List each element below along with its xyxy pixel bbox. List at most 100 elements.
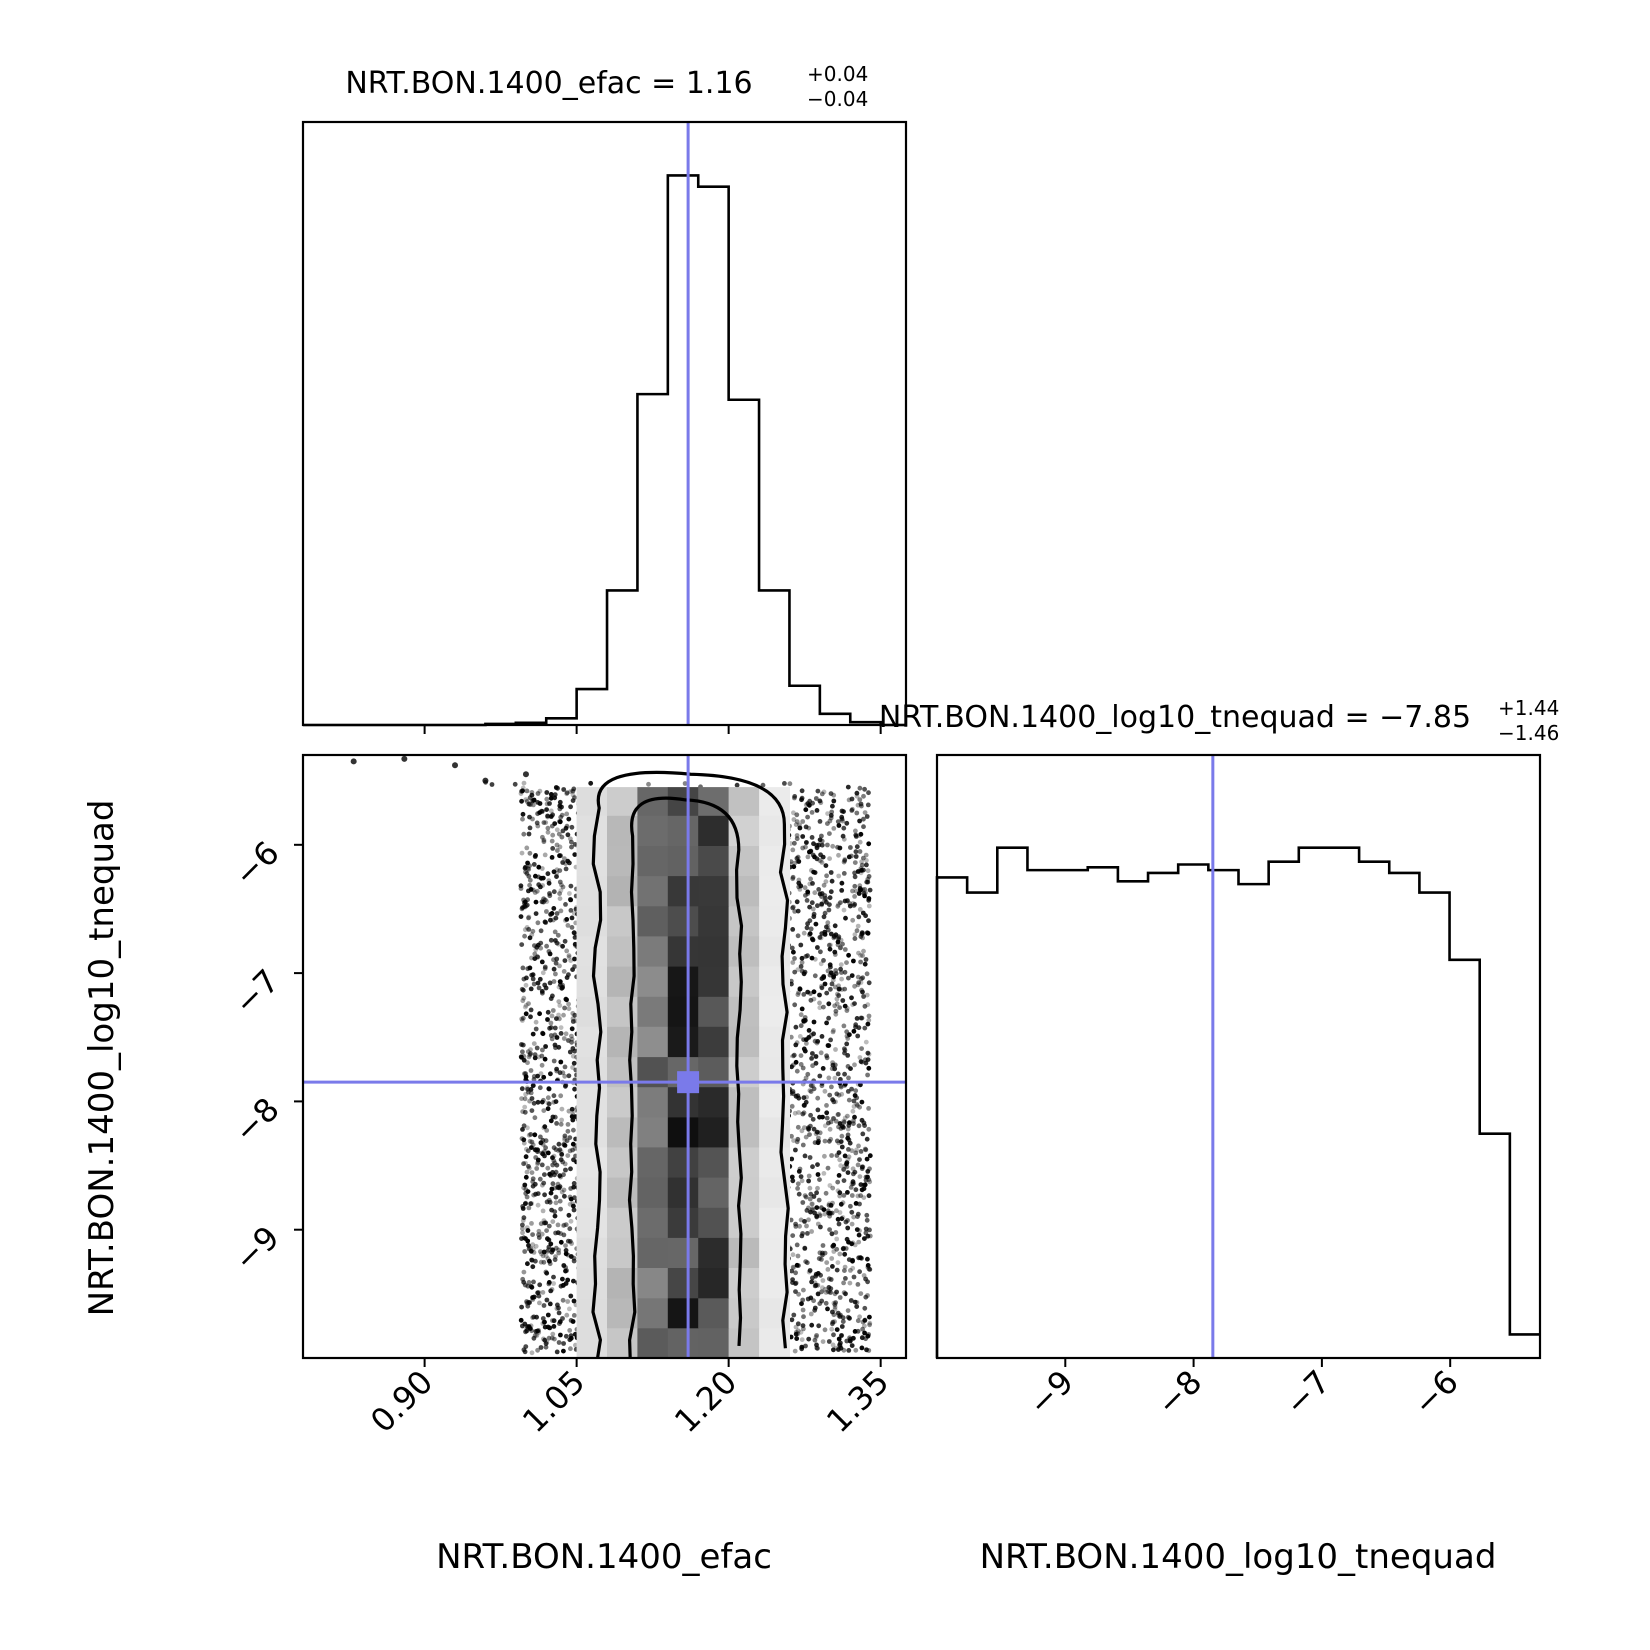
scatter-point xyxy=(552,1257,558,1263)
scatter-point xyxy=(806,1125,811,1131)
scatter-point xyxy=(565,858,571,864)
scatter-point xyxy=(556,1340,562,1345)
scatter-point xyxy=(827,1183,833,1188)
scatter-point xyxy=(804,1208,810,1213)
scatter-point xyxy=(522,771,529,778)
joint-xlabel: NRT.BON.1400_efac xyxy=(436,1537,772,1577)
scatter-point xyxy=(551,906,557,911)
scatter-point xyxy=(518,914,524,919)
scatter-point xyxy=(816,887,822,892)
scatter-point xyxy=(557,891,562,896)
scatter-point xyxy=(790,1252,796,1258)
scatter-point xyxy=(829,1153,834,1158)
scatter-point xyxy=(571,1278,576,1284)
scatter-point xyxy=(799,1178,805,1184)
scatter-point xyxy=(526,866,532,872)
scatter-point xyxy=(558,1239,564,1245)
scatter-point xyxy=(522,1282,528,1288)
scatter-point xyxy=(792,969,798,975)
scatter-point xyxy=(542,1337,548,1343)
scatter-point xyxy=(569,839,574,845)
scatter-point xyxy=(864,1156,870,1162)
scatter-point xyxy=(829,981,835,987)
scatter-point xyxy=(556,999,562,1004)
scatter-point xyxy=(542,982,548,988)
scatter-point xyxy=(844,960,849,965)
scatter-point xyxy=(533,899,539,905)
scatter-point xyxy=(525,1303,531,1309)
scatter-point xyxy=(867,1322,872,1328)
scatter-point xyxy=(537,1085,543,1091)
scatter-point xyxy=(539,1150,545,1156)
scatter-point xyxy=(866,1177,872,1182)
scatter-point xyxy=(520,1323,525,1329)
scatter-point xyxy=(523,1236,528,1241)
scatter-point xyxy=(531,1279,536,1285)
scatter-point xyxy=(862,1057,868,1063)
scatter-point xyxy=(824,1110,830,1116)
scatter-point xyxy=(564,811,570,817)
scatter-point xyxy=(568,1196,574,1202)
scatter-point xyxy=(535,1290,541,1296)
density-cell xyxy=(576,966,608,997)
scatter-point xyxy=(540,1182,545,1188)
scatter-point xyxy=(563,1031,569,1037)
scatter-point xyxy=(530,1264,536,1270)
xtick-label: 1.35 xyxy=(819,1363,896,1440)
scatter-point xyxy=(819,842,825,848)
scatter-point xyxy=(862,1318,868,1323)
scatter-point xyxy=(569,844,574,850)
scatter-point xyxy=(822,1211,828,1217)
density-cell xyxy=(698,875,730,907)
scatter-point xyxy=(541,1108,547,1113)
scatter-point xyxy=(862,1003,868,1009)
scatter-point xyxy=(569,1033,574,1039)
scatter-point xyxy=(558,1121,564,1127)
scatter-point xyxy=(817,935,823,940)
scatter-point xyxy=(827,962,833,968)
scatter-point xyxy=(529,1350,535,1356)
scatter-point xyxy=(855,1103,860,1108)
scatter-point xyxy=(570,1319,576,1324)
scatter-point xyxy=(548,808,554,814)
scatter-point xyxy=(835,942,841,948)
scatter-point xyxy=(546,1335,552,1341)
scatter-point xyxy=(559,1189,565,1195)
scatter-point xyxy=(562,856,567,861)
scatter-point xyxy=(797,1166,803,1172)
scatter-point xyxy=(566,954,572,960)
scatter-point xyxy=(821,789,827,795)
scatter-point xyxy=(828,1277,834,1282)
scatter-point xyxy=(572,935,578,940)
ytick-label: −8 xyxy=(226,1090,286,1150)
density-cell xyxy=(637,815,669,846)
scatter-point xyxy=(540,1031,546,1037)
scatter-point xyxy=(532,890,538,895)
scatter-point xyxy=(826,1285,832,1290)
scatter-point xyxy=(837,845,843,851)
scatter-point xyxy=(795,992,801,997)
density-cell xyxy=(759,1147,790,1178)
scatter-point xyxy=(842,1268,847,1273)
scatter-point xyxy=(557,896,563,901)
scatter-point xyxy=(840,833,846,839)
scatter-point xyxy=(542,1220,547,1226)
scatter-point xyxy=(842,1071,847,1077)
scatter-point xyxy=(833,971,839,976)
scatter-point xyxy=(802,969,808,975)
xtick-label: −7 xyxy=(1277,1363,1337,1423)
scatter-point xyxy=(528,1047,533,1052)
scatter-point xyxy=(547,1199,553,1205)
scatter-point xyxy=(525,1261,530,1267)
scatter-point xyxy=(791,810,796,816)
scatter-point xyxy=(565,832,571,838)
scatter-point xyxy=(519,1042,524,1047)
scatter-point xyxy=(528,986,534,992)
scatter-point xyxy=(521,1215,527,1221)
scatter-point xyxy=(866,1013,872,1019)
scatter-point xyxy=(523,1344,529,1349)
scatter-point xyxy=(851,1214,857,1220)
scatter-point xyxy=(539,1053,545,1059)
scatter-point xyxy=(794,1242,800,1248)
scatter-point xyxy=(547,801,552,806)
